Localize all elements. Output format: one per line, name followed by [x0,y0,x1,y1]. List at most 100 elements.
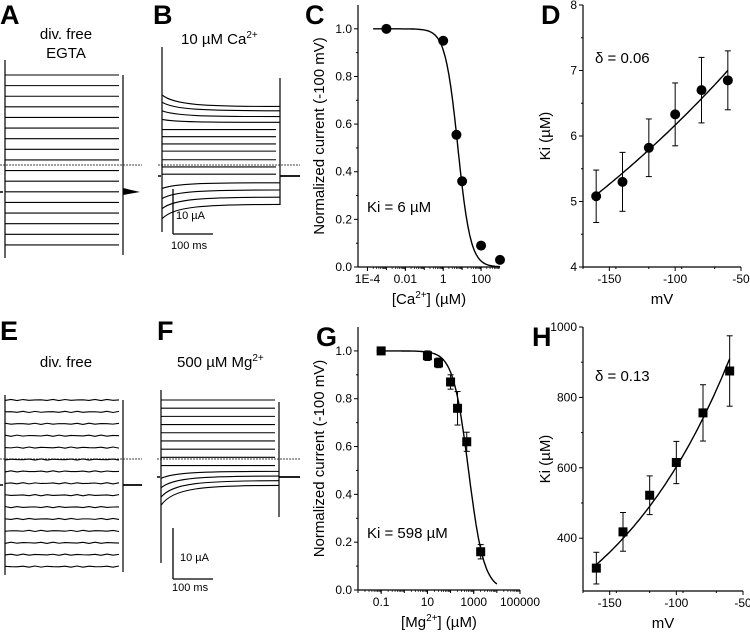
current-trace [4,410,120,414]
data-point [618,527,628,537]
data-point [438,35,449,46]
current-trace [160,470,280,479]
x-tick-label: 100 [471,272,491,286]
panel-b-title-main: 10 µM Ca [181,31,247,48]
x-tick-label: 10 [421,595,435,609]
data-point [645,490,655,500]
x-axis-label-sup: 2+ [426,613,438,624]
y-tick-label: 600 [557,461,577,475]
x-axis-label-post: ] (µM) [437,614,476,631]
y-axis-label: Normalized current (-100 mV) [311,360,328,558]
x-tick-label: 1E-4 [355,272,381,286]
y-tick-label: 0.2 [335,535,352,549]
y-tick-label: 0.0 [335,583,352,597]
data-point [453,403,463,413]
y-tick-label: 0.2 [335,212,352,226]
panel-a: A div. free EGTA [0,0,142,258]
x-axis-label: mV [652,615,675,632]
data-point [476,240,487,251]
scale-label-current-f: 10 µA [180,552,210,564]
y-tick-label: 0.8 [335,69,352,83]
fit-annotation: Ki = 598 µM [367,525,448,542]
scale-label-current-b: 10 µA [176,210,206,222]
x-tick-label: -150 [598,596,622,610]
y-axis-label: Ki (µM) [537,435,554,484]
panel-b: B 10 µM Ca2+ 10 µA 100 ms [153,0,300,252]
y-tick-label: 0.4 [335,487,352,501]
current-trace [161,110,281,118]
current-trace [4,470,120,473]
y-tick-label: 8 [570,0,577,12]
y-axis-label: Ki (µM) [537,112,554,161]
current-trace [4,565,120,568]
current-trace [161,196,281,210]
current-traces-f [157,390,300,563]
current-trace [4,398,120,402]
current-trace [161,203,281,220]
current-traces-a [0,60,142,258]
x-tick-label: 1 [440,272,447,286]
current-trace [4,434,120,437]
current-trace [4,482,120,485]
data-point [698,408,708,418]
x-tick-label: -100 [663,272,687,286]
chart-g: G 0.0 0.2 0.4 0.6 0.8 1.0 0.1 10 1000 100000 [Mg2+]… [311,322,540,631]
panel-b-title-sup: 2+ [246,30,258,41]
y-tick-label: 0.6 [335,117,352,131]
panel-f-title-main: 500 µM Mg [177,354,252,371]
current-trace [160,475,280,489]
x-tick-label: -100 [664,596,688,610]
chart-c: C 0.0 0.2 0.4 0.6 0.8 1.0 1E-4 0.01 1 100 [Ca2+] (µ… [305,0,505,308]
data-point [671,458,681,468]
scale-label-time-b: 100 ms [171,240,208,252]
y-tick-label: 0.0 [335,260,352,274]
y-tick-label: 4 [570,260,577,274]
panel-label-e: E [0,316,18,346]
fit-curve [595,358,731,566]
tail-current [123,188,140,195]
y-tick-label: 0.8 [335,392,352,406]
x-axis-label: [Ca2+] (µM) [392,290,466,308]
x-axis-label-post: ] (µM) [427,291,466,308]
current-trace [161,94,281,108]
data-point [591,191,602,202]
current-trace [4,553,120,556]
current-trace [4,541,120,545]
y-tick-label: 1000 [550,320,577,334]
data-point [722,75,733,86]
x-tick-label: -50 [734,596,750,610]
y-tick-label: 400 [557,531,577,545]
data-point [462,437,472,447]
current-trace [161,118,281,123]
current-traces-e [0,395,142,575]
panel-label-c: C [305,0,325,30]
panel-label-b: B [153,0,173,30]
x-tick-label: 0.01 [394,272,418,286]
fit-annotation: δ = 0.13 [595,368,650,385]
data-point [591,563,601,573]
x-axis-label-sup: 2+ [415,290,427,301]
current-trace [161,101,281,112]
x-axis-label-pre: [Mg [401,614,426,631]
panel-label-d: D [541,0,561,30]
data-point [725,366,735,376]
x-axis-label: [Mg2+] (µM) [401,613,477,631]
current-trace [4,446,120,449]
fit-annotation: δ = 0.06 [595,50,650,67]
data-point [433,358,443,368]
y-axis-label: Normalized current (-100 mV) [311,37,328,235]
x-axis-label-pre: [Ca [392,291,416,308]
x-tick-label: -150 [597,272,621,286]
data-point [446,377,456,387]
data-point [670,109,681,120]
y-tick-label: 800 [557,390,577,404]
current-trace [4,505,120,509]
fit-curve [595,70,729,196]
data-point [381,23,392,34]
current-trace [161,182,281,190]
current-trace [160,484,280,506]
panel-a-title-line1: div. free [40,26,92,43]
panel-label-g: G [316,322,337,352]
panel-f: F 500 µM Mg2+ 10 µA 100 ms [157,316,300,594]
fit-curve [376,350,498,585]
